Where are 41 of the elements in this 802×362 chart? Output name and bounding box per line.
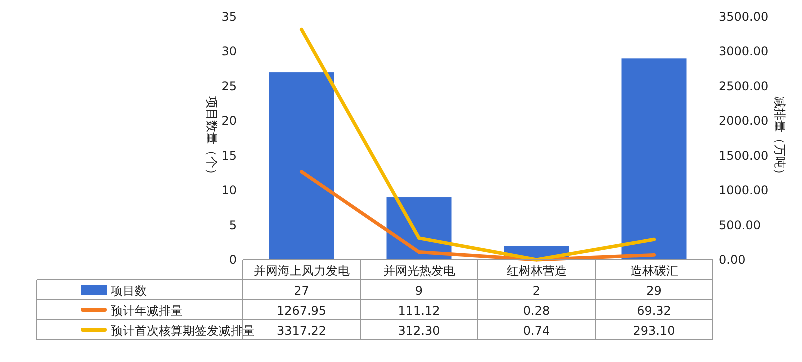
data-label: 312.30 bbox=[398, 324, 440, 338]
legend-label: 项目数 bbox=[111, 284, 147, 298]
x-tick-label: 造林碳汇 bbox=[630, 264, 678, 278]
data-label: 27 bbox=[294, 284, 310, 298]
data-label: 3317.22 bbox=[276, 324, 327, 338]
y2-tick-label: 3000.00 bbox=[719, 44, 769, 59]
data-label: 293.10 bbox=[633, 324, 676, 338]
data-label: 2 bbox=[532, 284, 541, 298]
legend-label: 预计首次核算期签发减排量 bbox=[111, 324, 255, 338]
y-tick-label: 15 bbox=[222, 148, 237, 163]
x-tick-label: 并网光热发电 bbox=[383, 264, 456, 278]
y-tick-label: 5 bbox=[229, 218, 237, 232]
bar bbox=[269, 72, 334, 260]
y2-tick-label: 0.00 bbox=[719, 253, 746, 267]
data-label: 69.32 bbox=[637, 304, 672, 318]
y-tick-label: 35 bbox=[222, 10, 237, 24]
y-tick-label: 25 bbox=[222, 79, 237, 94]
y-tick-label: 10 bbox=[222, 184, 237, 198]
y2-tick-label: 500.00 bbox=[719, 218, 761, 232]
data-label: 1267.95 bbox=[276, 304, 327, 318]
line-series bbox=[300, 170, 656, 262]
y-axis-title: 项目数量（个） bbox=[205, 96, 219, 180]
y-tick-label: 30 bbox=[222, 44, 237, 59]
y2-tick-label: 2000.00 bbox=[719, 114, 769, 128]
data-label: 0.74 bbox=[523, 324, 550, 338]
y2-tick-label: 1000.00 bbox=[719, 184, 769, 198]
x-tick-label: 并网海上风力发电 bbox=[254, 264, 350, 278]
data-label: 0.28 bbox=[523, 304, 550, 318]
y2-tick-label: 1500.00 bbox=[719, 148, 769, 163]
bar bbox=[622, 58, 687, 260]
data-label: 29 bbox=[646, 284, 662, 298]
y2-tick-label: 2500.00 bbox=[719, 79, 769, 94]
legend-label: 预计年减排量 bbox=[111, 304, 183, 318]
x-tick-label: 红树林营造 bbox=[506, 264, 567, 278]
y-tick-label: 20 bbox=[222, 114, 237, 128]
line-series bbox=[300, 28, 656, 262]
data-label: 9 bbox=[415, 284, 424, 298]
data-label: 111.12 bbox=[398, 304, 440, 318]
y2-tick-label: 3500.00 bbox=[719, 10, 769, 24]
y-tick-label: 0 bbox=[229, 253, 237, 267]
y2-axis-title: 减排量（万吨） bbox=[773, 96, 787, 180]
